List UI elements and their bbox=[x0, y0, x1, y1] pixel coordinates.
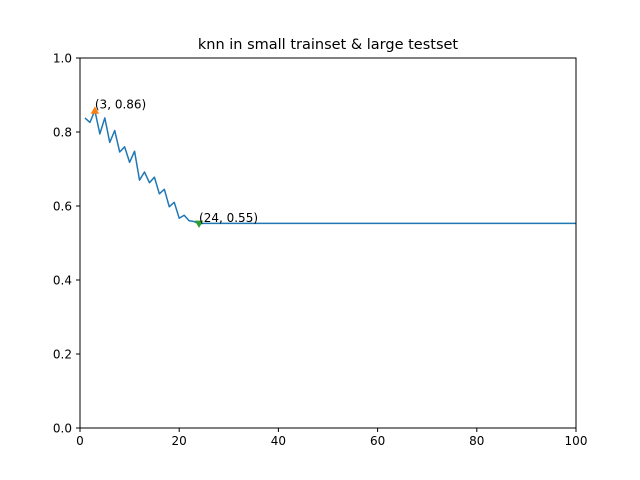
y-tick-label: 0.2 bbox=[53, 348, 72, 362]
x-tick-label: 100 bbox=[565, 434, 588, 448]
y-axis: 0.0 0.2 0.4 0.6 0.8 1.0 bbox=[53, 52, 80, 436]
axes-frame bbox=[79, 57, 577, 429]
x-tick-label: 40 bbox=[271, 434, 286, 448]
plot-area: (3, 0.86) (24, 0.55) bbox=[84, 98, 576, 228]
min-marker bbox=[194, 220, 204, 228]
annotation-label: (3, 0.86) bbox=[95, 98, 146, 112]
y-tick-label: 0.4 bbox=[53, 274, 72, 288]
x-axis: 0 20 40 60 80 100 bbox=[76, 428, 587, 448]
y-tick-label: 1.0 bbox=[53, 52, 72, 66]
x-tick-label: 0 bbox=[76, 434, 84, 448]
y-tick-label: 0.8 bbox=[53, 126, 72, 140]
series-line bbox=[84, 109, 576, 225]
x-tick-label: 80 bbox=[469, 434, 484, 448]
x-tick-label: 60 bbox=[370, 434, 385, 448]
chart-title: knn in small trainset & large testset bbox=[198, 37, 459, 53]
y-tick-label: 0.6 bbox=[53, 200, 72, 214]
y-tick-label: 0.0 bbox=[53, 422, 72, 436]
x-tick-label: 20 bbox=[172, 434, 187, 448]
max-marker bbox=[90, 106, 100, 114]
annotation-label: (24, 0.55) bbox=[199, 211, 258, 225]
